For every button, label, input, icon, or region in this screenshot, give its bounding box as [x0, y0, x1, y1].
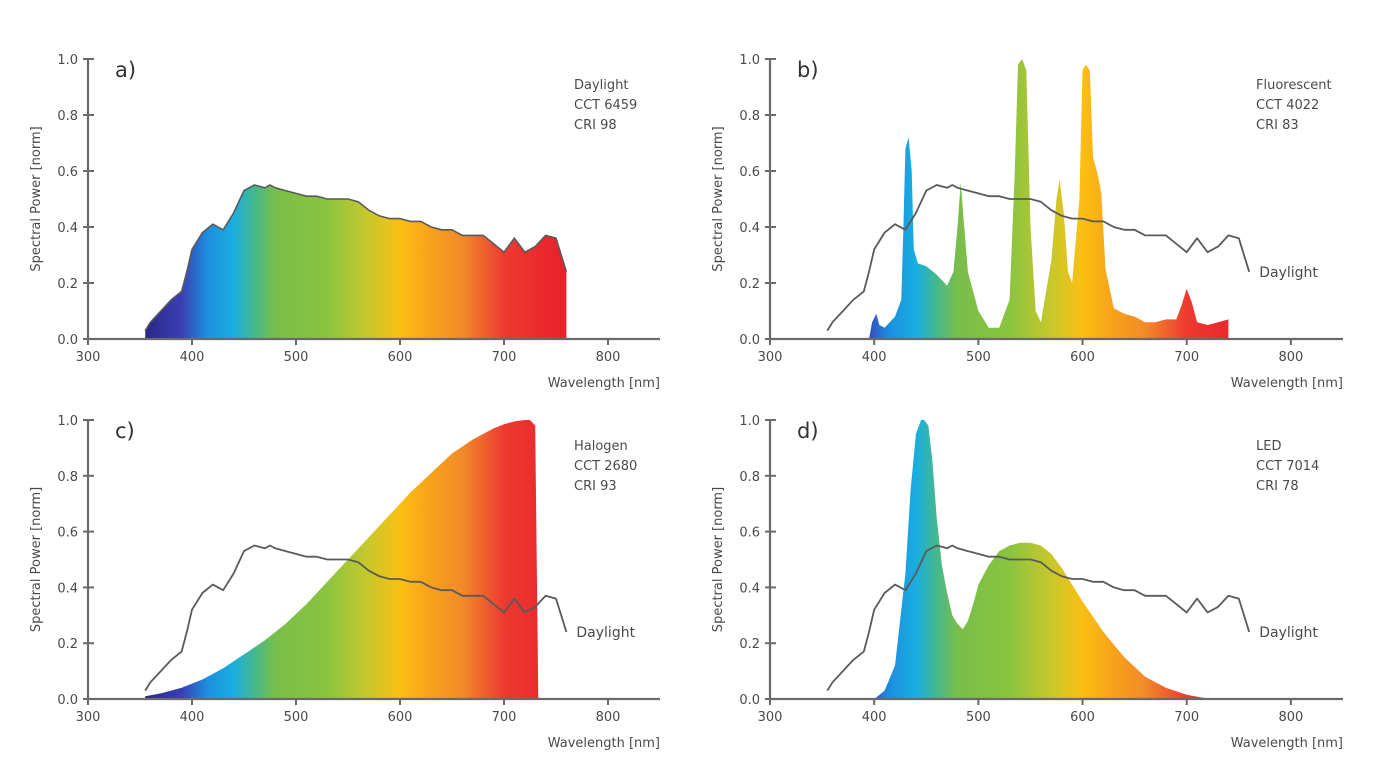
y-tick-label: 0.0 [57, 333, 78, 348]
x-tick-label: 700 [492, 350, 517, 365]
x-tick-label: 800 [596, 710, 621, 725]
chart-panel-d: 300 400 500 600 700 800 0.0 0.2 0.4 0.6 0.8 1.0 Wave… [711, 414, 1343, 751]
panel-label: d) [797, 419, 819, 443]
y-tick-label: 0.4 [739, 221, 760, 236]
y-tick-label: 0.6 [739, 165, 760, 180]
x-axis-title: Wavelength [nm] [548, 736, 660, 751]
spectrum-area-fluorescent [869, 59, 1229, 339]
y-tick-label: 0.2 [57, 277, 78, 292]
y-axis-title: Spectral Power [norm] [711, 487, 726, 632]
light-source-annotation: Daylight [574, 78, 628, 93]
x-tick-label: 500 [284, 710, 309, 725]
daylight-reference-label: Daylight [576, 625, 635, 641]
x-tick-label: 700 [1174, 710, 1199, 725]
chart-panel-c: 300 400 500 600 700 800 0.0 0.2 0.4 0.6 0.8 1.0 Wave… [29, 414, 660, 751]
light-source-annotation: CRI 83 [1256, 118, 1299, 133]
y-tick-label: 0.6 [57, 526, 78, 541]
y-tick-label: 0.0 [57, 693, 78, 708]
x-axis-title: Wavelength [nm] [548, 376, 660, 391]
spectrum-outline [144, 184, 568, 332]
x-tick-label: 600 [1070, 350, 1095, 365]
x-tick-label: 600 [388, 350, 413, 365]
x-tick-label: 600 [388, 710, 413, 725]
light-source-annotation: Halogen [574, 439, 628, 454]
y-axis-title: Spectral Power [norm] [29, 126, 44, 271]
light-source-annotation: CRI 78 [1256, 479, 1299, 494]
y-tick-label: 0.4 [739, 581, 760, 596]
light-source-annotation: CCT 4022 [1256, 98, 1319, 113]
panel-label: b) [797, 58, 819, 82]
y-tick-label: 0.8 [739, 109, 760, 124]
x-axis-title: Wavelength [nm] [1231, 736, 1343, 751]
x-tick-label: 800 [596, 350, 621, 365]
panel-label: c) [115, 419, 135, 443]
spectrum-area-halogen [145, 420, 539, 699]
y-tick-label: 1.0 [739, 414, 760, 429]
light-source-annotation: CRI 93 [574, 479, 617, 494]
light-source-annotation: LED [1256, 439, 1281, 454]
x-axis-title: Wavelength [nm] [1231, 376, 1343, 391]
x-tick-label: 700 [1174, 350, 1199, 365]
x-tick-label: 800 [1278, 350, 1303, 365]
spectrum-area-daylight [145, 185, 567, 339]
x-tick-label: 500 [284, 350, 309, 365]
x-tick-label: 400 [180, 710, 205, 725]
x-tick-label: 400 [862, 350, 887, 365]
light-source-annotation: CCT 7014 [1256, 459, 1319, 474]
y-tick-label: 0.8 [57, 109, 78, 124]
y-tick-label: 1.0 [739, 53, 760, 68]
daylight-reference-line [826, 184, 1251, 332]
x-tick-label: 300 [76, 350, 101, 365]
y-tick-label: 1.0 [57, 414, 78, 429]
x-tick-label: 300 [758, 710, 783, 725]
x-tick-label: 500 [966, 350, 991, 365]
y-tick-label: 0.6 [739, 526, 760, 541]
light-source-annotation: Fluorescent [1256, 78, 1332, 93]
spectrum-area-led [874, 420, 1213, 699]
x-tick-label: 600 [1070, 710, 1095, 725]
chart-panel-a: 300 400 500 600 700 800 0.0 0.2 0.4 0.6 0.8 1.0 Wave… [29, 53, 660, 391]
light-source-annotation: CRI 98 [574, 118, 617, 133]
daylight-reference-label: Daylight [1259, 625, 1318, 641]
y-tick-label: 0.8 [739, 470, 760, 485]
panel-label: a) [115, 58, 136, 82]
x-tick-label: 300 [758, 350, 783, 365]
y-tick-label: 0.2 [57, 637, 78, 652]
y-tick-label: 0.4 [57, 581, 78, 596]
y-tick-label: 0.2 [739, 637, 760, 652]
y-tick-label: 0.0 [739, 693, 760, 708]
daylight-reference-line [144, 544, 568, 692]
chart-panel-b: 300 400 500 600 700 800 0.0 0.2 0.4 0.6 0.8 1.0 Wave… [711, 53, 1343, 391]
y-tick-label: 0.2 [739, 277, 760, 292]
x-tick-label: 700 [492, 710, 517, 725]
y-tick-label: 0.6 [57, 165, 78, 180]
light-source-annotation: CCT 2680 [574, 459, 637, 474]
x-tick-label: 800 [1278, 710, 1303, 725]
x-tick-label: 500 [966, 710, 991, 725]
daylight-reference-label: Daylight [1259, 265, 1318, 281]
light-source-annotation: CCT 6459 [574, 98, 637, 113]
y-tick-label: 0.4 [57, 221, 78, 236]
x-tick-label: 300 [76, 710, 101, 725]
y-tick-label: 1.0 [57, 53, 78, 68]
y-axis-title: Spectral Power [norm] [711, 126, 726, 271]
x-tick-label: 400 [862, 710, 887, 725]
y-tick-label: 0.0 [739, 333, 760, 348]
y-axis-title: Spectral Power [norm] [29, 487, 44, 632]
x-tick-label: 400 [180, 350, 205, 365]
daylight-reference-line [826, 544, 1251, 692]
y-tick-label: 0.8 [57, 470, 78, 485]
